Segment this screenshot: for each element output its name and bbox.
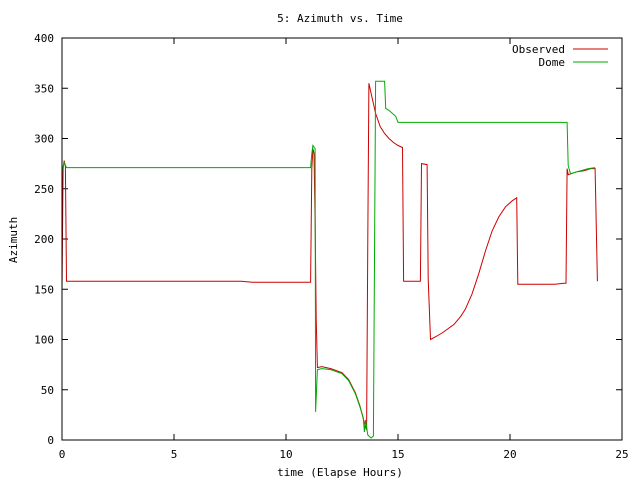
x-tick-label: 5 bbox=[171, 448, 178, 461]
series-line-observed bbox=[61, 83, 598, 431]
plot-frame bbox=[61, 37, 623, 441]
y-tick-label: 250 bbox=[34, 183, 54, 196]
x-tick-label: 0 bbox=[59, 448, 66, 461]
y-tick-label: 50 bbox=[41, 384, 54, 397]
series-line-dome bbox=[61, 80, 596, 439]
chart-title: 5: Azimuth vs. Time bbox=[277, 12, 403, 25]
y-tick-label: 400 bbox=[34, 32, 54, 45]
y-tick-label: 150 bbox=[34, 283, 54, 296]
y-tick-label: 200 bbox=[34, 233, 54, 246]
y-tick-label: 350 bbox=[34, 82, 54, 95]
y-tick-label: 0 bbox=[47, 434, 54, 447]
y-axis-label: Azimuth bbox=[7, 217, 20, 263]
x-tick-label: 15 bbox=[391, 448, 404, 461]
legend-label: Dome bbox=[539, 56, 566, 69]
y-tick-label: 300 bbox=[34, 133, 54, 146]
x-tick-label: 25 bbox=[615, 448, 628, 461]
y-tick-label: 100 bbox=[34, 334, 54, 347]
x-tick-label: 10 bbox=[279, 448, 292, 461]
x-axis-label: time (Elapse Hours) bbox=[277, 466, 403, 479]
x-tick-label: 20 bbox=[503, 448, 516, 461]
plot-series bbox=[61, 80, 598, 439]
legend-label: Observed bbox=[512, 43, 565, 56]
axis-ticks: 0 50 100 150 200 250 300 350 400 0 5 10 15 20 25 bbox=[34, 32, 629, 461]
